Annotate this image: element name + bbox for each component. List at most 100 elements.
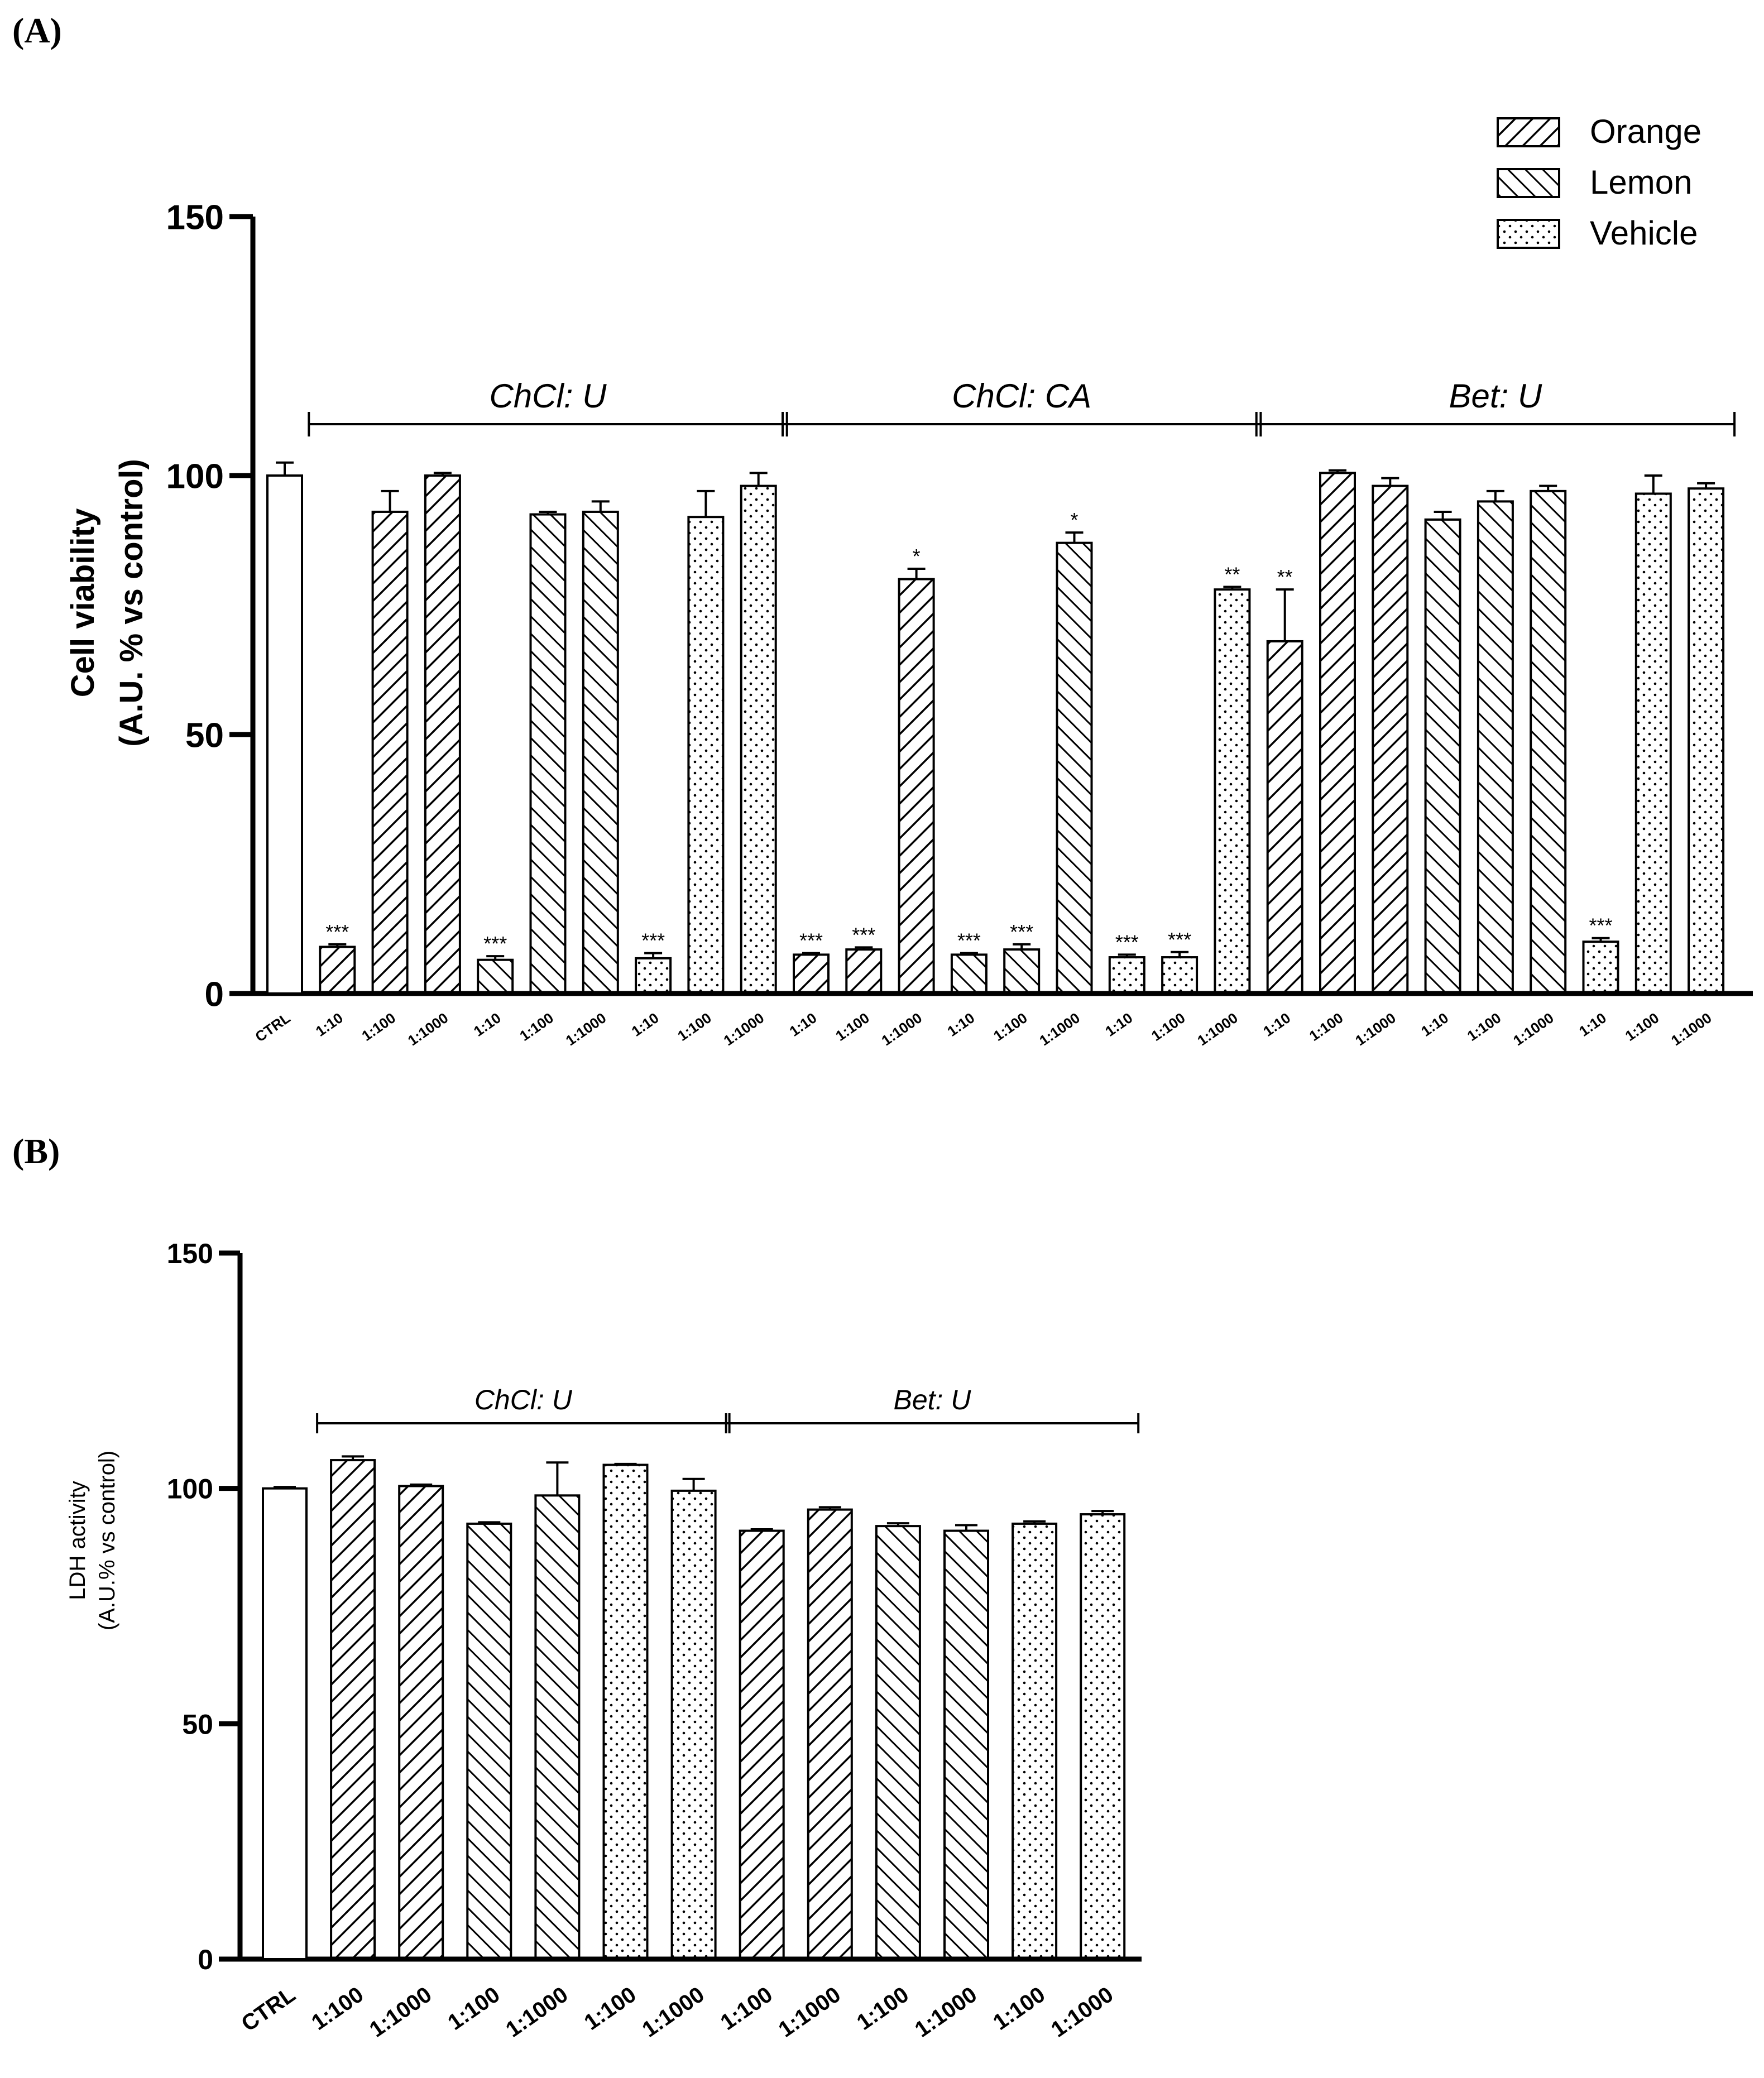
bar-vehicle — [670, 1489, 717, 1960]
x-tick-label: 1:1000 — [1352, 1009, 1399, 1049]
bar-control — [266, 474, 303, 995]
x-tick-label: 1:10 — [313, 1009, 346, 1039]
bar-vehicle — [1214, 588, 1251, 995]
bar-lemon — [534, 1494, 581, 1960]
bar-lemon — [875, 1525, 921, 1960]
bar-orange — [1372, 484, 1409, 995]
bar-lemon — [1003, 948, 1041, 995]
bar-control — [262, 1487, 308, 1961]
y-tick-label: 50 — [185, 716, 224, 755]
x-tick-label: 1:10 — [1418, 1009, 1451, 1039]
chart-b: 0 50 100 150 LDH activity (A.U.% vs control) C… — [65, 1238, 1142, 2042]
bar-orange — [898, 578, 935, 995]
x-tick-label: 1:100 — [674, 1009, 715, 1044]
x-tick-label: 1:1000 — [365, 1982, 436, 2042]
bar-lemon — [1530, 489, 1567, 995]
x-tick-label: 1:100 — [852, 1982, 913, 2035]
group-label: Bet: U — [893, 1384, 971, 1415]
bar-vehicle — [1582, 940, 1619, 995]
legend-label: Vehicle — [1590, 214, 1698, 252]
x-tick-label: 1:100 — [1622, 1009, 1662, 1044]
y-axis-label-line2: (A.U.% vs control) — [95, 1451, 119, 1630]
bar-vehicle — [602, 1463, 649, 1960]
bar-vehicle — [1161, 956, 1199, 995]
bar-orange — [330, 1459, 376, 1960]
y-axis-label-line2: (A.U. % vs control) — [113, 459, 150, 747]
y-tick-label: 100 — [167, 1474, 213, 1505]
bar-vehicle — [635, 957, 672, 995]
bar-orange — [793, 953, 830, 995]
x-tick-label: 1:100 — [716, 1982, 777, 2035]
x-tick-label: 1:100 — [443, 1982, 504, 2035]
x-tick-label: 1:1000 — [1668, 1009, 1715, 1049]
x-tick-label: 1:1000 — [501, 1982, 572, 2042]
bar-lemon — [466, 1522, 512, 1961]
y-axis-label-line1: LDH activity — [65, 1481, 90, 1600]
x-tick-label: 1:1000 — [910, 1982, 981, 2042]
x-tick-label: 1:1000 — [721, 1009, 768, 1049]
legend-swatch-vehicle — [1497, 219, 1560, 249]
bar-lemon — [1477, 500, 1514, 995]
bar-orange — [319, 946, 356, 995]
bar-orange — [845, 948, 883, 995]
x-tick-label: 1:100 — [832, 1009, 873, 1044]
x-tick-label: 1:100 — [358, 1009, 399, 1044]
bar-lemon — [529, 513, 567, 995]
bar-orange — [424, 474, 461, 995]
significance-label: *** — [483, 932, 507, 955]
x-tick-label: CTRL — [252, 1009, 293, 1045]
significance-label: ** — [1277, 565, 1293, 588]
bar-vehicle — [1080, 1513, 1126, 1961]
bar-orange — [1266, 640, 1303, 995]
bar-orange — [807, 1508, 853, 1961]
x-tick-label: 1:1000 — [879, 1009, 926, 1049]
x-tick-label: 1:1000 — [563, 1009, 610, 1049]
group-label: ChCl: U — [474, 1384, 573, 1415]
panel-a-label: (A) — [12, 11, 62, 50]
x-tick-label: 1:10 — [1576, 1009, 1609, 1039]
bar-orange — [371, 510, 409, 995]
significance-label: *** — [957, 929, 981, 952]
bar-lemon — [1056, 541, 1093, 995]
significance-label: *** — [852, 923, 875, 946]
significance-label: *** — [1010, 920, 1033, 943]
x-tick-label: 1:10 — [787, 1009, 820, 1039]
y-tick-label: 150 — [167, 1238, 213, 1269]
bar-lemon — [943, 1529, 989, 1960]
x-tick-label: 1:100 — [989, 1982, 1049, 2035]
significance-label: ** — [1224, 563, 1240, 586]
group-label: ChCl: CA — [952, 377, 1091, 415]
x-tick-label: 1:100 — [307, 1982, 368, 2035]
x-tick-label: 1:100 — [990, 1009, 1030, 1044]
x-tick-label: 1:10 — [1102, 1009, 1135, 1039]
significance-label: *** — [325, 920, 349, 943]
x-tick-label: 1:1000 — [1036, 1009, 1083, 1049]
bar-lemon — [950, 953, 988, 995]
bar-orange — [398, 1485, 444, 1960]
x-tick-label: 1:1000 — [1047, 1982, 1118, 2042]
x-tick-label: CTRL — [237, 1982, 300, 2036]
significance-label: *** — [1589, 914, 1612, 937]
bar-lemon — [582, 510, 619, 995]
x-tick-label: 1:10 — [944, 1009, 977, 1039]
significance-label: *** — [1168, 928, 1191, 951]
x-tick-label: 1:1000 — [405, 1009, 452, 1049]
x-tick-label: 1:1000 — [1194, 1009, 1241, 1049]
bar-orange — [1319, 472, 1356, 995]
significance-label: *** — [799, 929, 823, 952]
legend-swatch-lemon — [1497, 168, 1560, 198]
bar-vehicle — [1012, 1522, 1058, 1961]
bar-vehicle — [740, 484, 777, 995]
x-tick-label: 1:1000 — [1510, 1009, 1557, 1049]
x-tick-label: 1:1000 — [637, 1982, 708, 2042]
legend-swatch-orange — [1497, 117, 1560, 147]
legend-label: Orange — [1590, 113, 1701, 150]
y-axis-label-line1: Cell viability — [65, 508, 101, 697]
x-tick-label: 1:100 — [1148, 1009, 1188, 1044]
legend-label: Lemon — [1590, 164, 1692, 201]
bar-lemon — [1424, 518, 1461, 995]
significance-label: *** — [641, 929, 665, 952]
significance-label: * — [1070, 508, 1078, 531]
bar-vehicle — [1108, 956, 1145, 995]
